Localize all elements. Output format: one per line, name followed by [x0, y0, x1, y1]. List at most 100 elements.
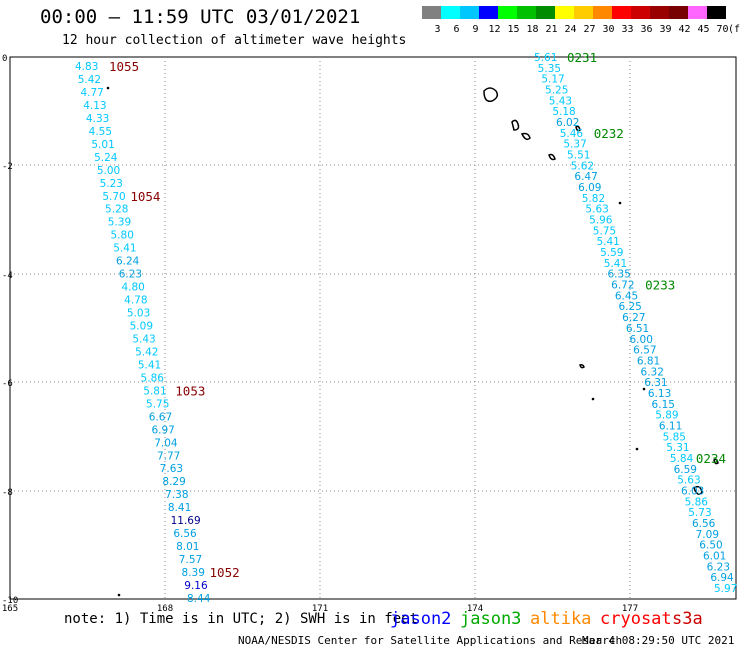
swh-value: 5.75: [593, 225, 616, 237]
footer-credit: NOAA/NESDIS Center for Satellite Applica…: [238, 634, 623, 647]
swh-value: 6.09: [578, 182, 601, 194]
swh-value: 6.94: [710, 572, 734, 584]
legend-swatch: [422, 6, 441, 19]
swh-value: 5.35: [538, 63, 561, 75]
swh-value: 5.97: [714, 583, 737, 595]
island-dot: [618, 201, 622, 205]
legend-label: 15: [507, 24, 519, 35]
legend-swatch: [688, 6, 707, 19]
swh-value: 6.23: [119, 269, 142, 281]
island-dot: [635, 447, 639, 451]
legend-label: 39: [659, 24, 671, 35]
swh-value: 6.00: [630, 334, 653, 346]
legend-label: 12: [488, 24, 500, 35]
legend-label: 24: [564, 24, 576, 35]
legend-unit: (ft): [728, 24, 740, 35]
satellite-cryosat: cryosat: [600, 609, 672, 629]
swh-value: 8.44: [187, 593, 211, 605]
swh-value: 8.29: [162, 476, 185, 488]
swh-value: 5.37: [563, 139, 586, 151]
swh-value: 5.82: [582, 193, 605, 205]
swh-value: 4.77: [80, 87, 103, 99]
island-outline: [511, 119, 520, 131]
swh-value: 5.61: [534, 52, 557, 64]
swh-value: 6.56: [173, 528, 197, 540]
swh-value: 5.62: [571, 160, 594, 172]
swh-value: 6.03: [681, 485, 704, 497]
legend-swatch: [517, 6, 536, 19]
swh-value: 4.83: [75, 61, 98, 73]
swh-value: 5.86: [141, 372, 165, 384]
swh-value: 6.02: [556, 117, 579, 129]
legend-label: 3: [434, 24, 440, 35]
swh-value: 5.03: [127, 308, 150, 320]
swh-value: 11.69: [171, 515, 201, 527]
island-dot: [642, 387, 646, 391]
y-tick-label: -2: [2, 162, 13, 172]
island-outline: [713, 458, 719, 465]
swh-value: 5.81: [143, 385, 166, 397]
swh-value: 5.41: [113, 243, 136, 255]
swh-value: 5.18: [552, 106, 575, 118]
map-frame: [9, 56, 737, 600]
island-outline: [520, 132, 531, 141]
swh-value: 7.63: [160, 463, 183, 475]
swh-value: 5.46: [560, 128, 584, 140]
legend-swatch: [498, 6, 517, 19]
swh-value: 6.01: [703, 550, 726, 562]
swh-value: 5.85: [663, 431, 686, 443]
swh-value: 6.23: [707, 561, 730, 573]
swh-value: 5.25: [545, 85, 568, 97]
swh-value: 5.86: [685, 496, 709, 508]
swh-value: 6.35: [607, 269, 630, 281]
legend-label: 70: [716, 24, 728, 35]
swh-value: 5.42: [135, 346, 158, 358]
footer-note: note: 1) Time is in UTC; 2) SWH is in fe…: [64, 611, 419, 627]
satellite-s3a: s3a: [672, 609, 703, 629]
swh-value: 5.70: [102, 191, 125, 203]
satellite-altika: altika: [530, 609, 592, 629]
swh-value: 6.47: [574, 171, 597, 183]
y-tick-label: -8: [2, 488, 13, 498]
legend-label: 6: [453, 24, 459, 35]
legend-label: 33: [621, 24, 633, 35]
legend-swatch: [707, 6, 726, 19]
swh-value: 7.77: [157, 450, 180, 462]
swh-value: 6.50: [699, 540, 722, 552]
island-outline: [693, 485, 703, 495]
swh-value: 5.63: [677, 475, 700, 487]
swh-value: 7.57: [179, 554, 202, 566]
swh-value: 5.41: [596, 236, 619, 248]
swh-value: 7.38: [165, 489, 188, 501]
island-outline: [579, 364, 585, 369]
swh-value: 5.63: [585, 204, 608, 216]
swh-value: 8.39: [182, 567, 205, 579]
swh-value: 4.55: [89, 126, 112, 138]
swh-value: 6.15: [652, 399, 675, 411]
swh-value: 7.04: [154, 437, 178, 449]
pass-time-label: 0232: [594, 126, 624, 141]
swh-value: 9.16: [184, 580, 208, 592]
legend-swatch: [631, 6, 650, 19]
page-subtitle: 12 hour collection of altimeter wave hei…: [62, 33, 407, 48]
legend-label: 42: [678, 24, 690, 35]
swh-value: 5.80: [111, 230, 134, 242]
legend-swatch: [593, 6, 612, 19]
swh-value: 8.01: [176, 541, 199, 553]
legend-swatch: [555, 6, 574, 19]
swh-value: 6.81: [637, 355, 660, 367]
y-tick-label: -6: [2, 379, 13, 389]
footer-timestamp: Mar 4 08:29:50 UTC 2021: [582, 634, 735, 647]
island-dot: [591, 397, 595, 401]
y-tick-label: 0: [2, 54, 7, 64]
swh-value: 6.31: [644, 377, 667, 389]
page-title: 00:00 – 11:59 UTC 03/01/2021: [40, 6, 361, 28]
swh-value: 5.59: [600, 247, 623, 259]
swh-value: 6.27: [622, 312, 645, 324]
swh-value: 5.24: [94, 152, 118, 164]
legend-swatch: [669, 6, 688, 19]
swh-value: 5.41: [138, 359, 161, 371]
swh-value: 5.00: [97, 165, 120, 177]
island-outline: [483, 87, 499, 103]
